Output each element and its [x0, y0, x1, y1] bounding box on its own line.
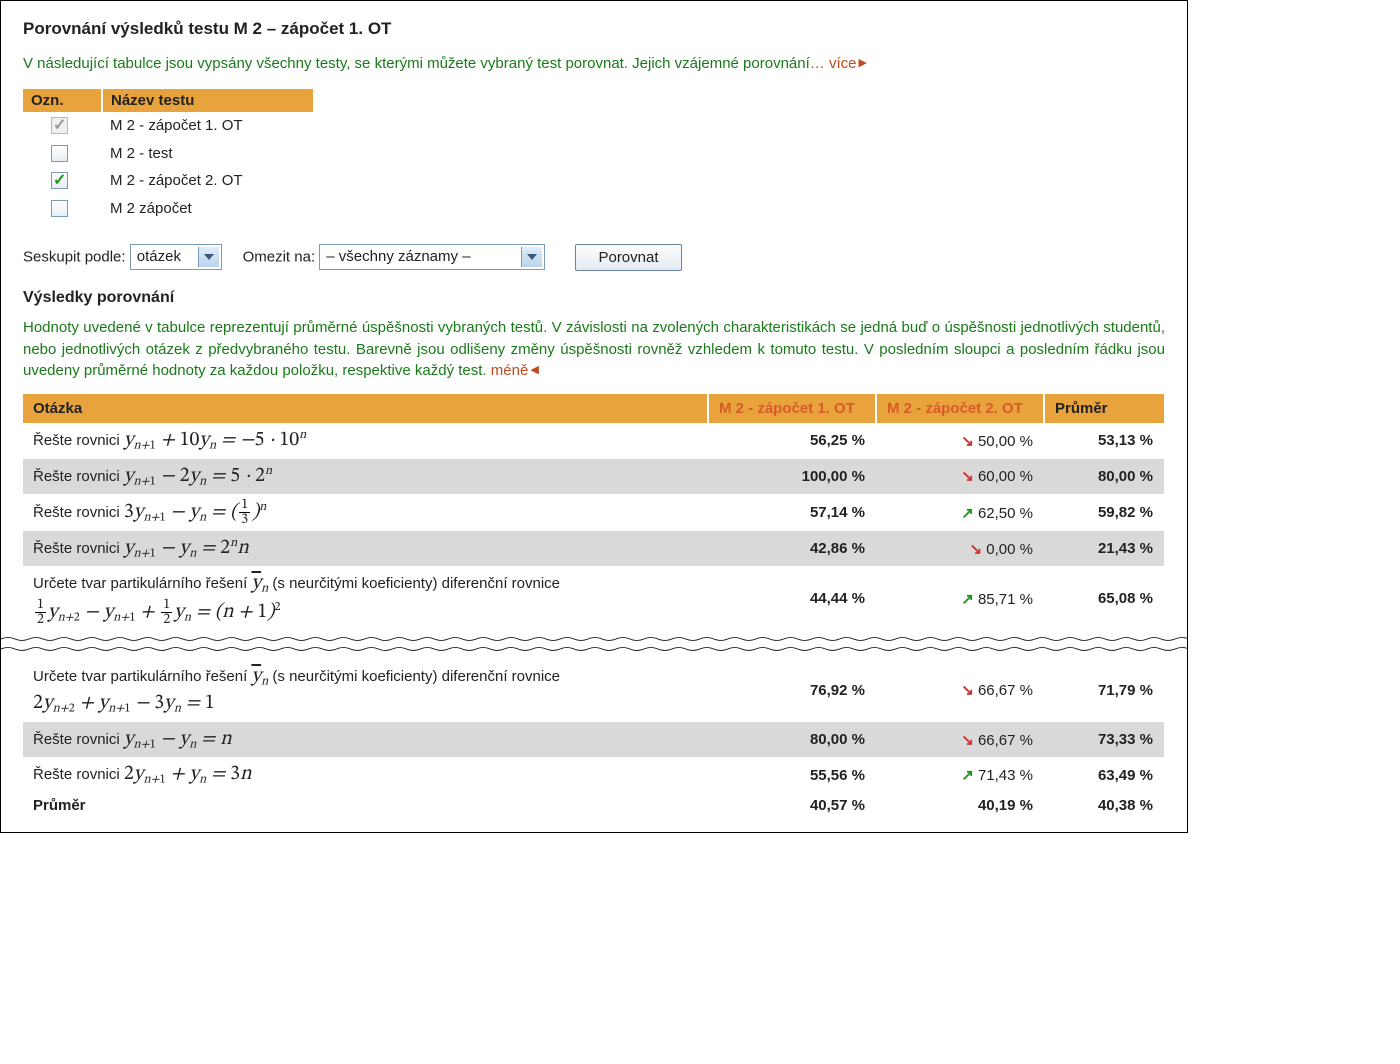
trend-down-icon: ↘ — [961, 732, 974, 749]
result-row: Určete tvar partikulárního řešení yn (s … — [23, 659, 1164, 722]
group-select[interactable]: otázek — [130, 244, 222, 270]
result-row: Řešte rovnici yn+1 − yn = 2nn42,86 %↘ 0,… — [23, 531, 1164, 566]
summary-label: Průměr — [23, 793, 708, 818]
value-test2: ↘ 66,67 % — [876, 659, 1044, 722]
col-test2[interactable]: M 2 - zápočet 2. OT — [876, 394, 1044, 423]
results-table-cont: Určete tvar partikulárního řešení yn (s … — [23, 659, 1165, 818]
trend-up-icon: ↗ — [961, 505, 974, 522]
result-row: Řešte rovnici 3yn+1 − yn = (13)n57,14 %↗… — [23, 494, 1164, 531]
collapse-icon: ◀ — [530, 363, 538, 379]
result-row: Řešte rovnici yn+1 + 10yn = −5 · 10n56,2… — [23, 423, 1164, 458]
question-cell: Řešte rovnici yn+1 − yn = 2nn — [23, 531, 708, 566]
expand-icon: ▶ — [858, 56, 866, 72]
trend-down-icon: ↘ — [970, 541, 983, 558]
result-row: Určete tvar partikulárního řešení yn (s … — [23, 566, 1164, 630]
test-label: M 2 - zápočet 2. OT — [102, 167, 313, 195]
intro-body: V následující tabulce jsou vypsány všech… — [23, 55, 810, 72]
intro-text: V následující tabulce jsou vypsány všech… — [23, 53, 1165, 75]
results-heading: Výsledky porovnání — [23, 289, 1165, 307]
question-cell: Určete tvar partikulárního řešení yn (s … — [23, 659, 708, 722]
value-test2: ↗ 62,50 % — [876, 494, 1044, 531]
result-row: Řešte rovnici yn+1 − 2yn = 5 · 2n100,00 … — [23, 459, 1164, 494]
test-checkbox — [51, 117, 68, 134]
test-row: M 2 - zápočet 2. OT — [23, 167, 313, 195]
test-checkbox[interactable] — [51, 145, 68, 162]
test-row: M 2 - test — [23, 139, 313, 167]
test-checkbox[interactable] — [51, 172, 68, 189]
test-row: M 2 - zápočet 1. OT — [23, 112, 313, 140]
chevron-down-icon — [521, 247, 542, 267]
col-name: Název testu — [102, 89, 313, 112]
value-test2: ↘ 60,00 % — [876, 459, 1044, 494]
value-test1: 42,86 % — [708, 531, 876, 566]
trend-down-icon: ↘ — [961, 433, 974, 450]
more-link[interactable]: … více▶ — [810, 55, 867, 72]
trend-down-icon: ↘ — [961, 682, 974, 699]
test-row: M 2 zápočet — [23, 194, 313, 222]
test-checkbox[interactable] — [51, 200, 68, 217]
value-test1: 80,00 % — [708, 722, 876, 757]
value-test1: 56,25 % — [708, 423, 876, 458]
question-cell: Určete tvar partikulárního řešení yn (s … — [23, 566, 708, 630]
value-avg: 53,13 % — [1044, 423, 1164, 458]
summary-avg: 40,38 % — [1044, 793, 1164, 818]
question-cell: Řešte rovnici 3yn+1 − yn = (13)n — [23, 494, 708, 531]
summary-c2: 40,19 % — [876, 793, 1044, 818]
value-avg: 59,82 % — [1044, 494, 1164, 531]
page-title: Porovnání výsledků testu M 2 – zápočet 1… — [23, 19, 1165, 39]
results-table: Otázka M 2 - zápočet 1. OT M 2 - zápočet… — [23, 394, 1165, 631]
controls-row: Seskupit podle: otázek Omezit na: – všec… — [23, 244, 1165, 271]
value-test2: ↘ 66,67 % — [876, 722, 1044, 757]
chevron-down-icon — [198, 247, 219, 267]
value-test1: 100,00 % — [708, 459, 876, 494]
value-avg: 73,33 % — [1044, 722, 1164, 757]
value-test1: 55,56 % — [708, 757, 876, 792]
limit-label: Omezit na: — [243, 248, 316, 265]
col-ozn: Ozn. — [23, 89, 102, 112]
value-test2: ↘ 0,00 % — [876, 531, 1044, 566]
value-avg: 21,43 % — [1044, 531, 1164, 566]
trend-up-icon: ↗ — [961, 767, 974, 784]
trend-down-icon: ↘ — [961, 468, 974, 485]
question-cell: Řešte rovnici yn+1 − 2yn = 5 · 2n — [23, 459, 708, 494]
value-test1: 76,92 % — [708, 659, 876, 722]
question-cell: Řešte rovnici 2yn+1 + yn = 3n — [23, 757, 708, 792]
value-avg: 71,79 % — [1044, 659, 1164, 722]
result-row: Řešte rovnici yn+1 − yn = n80,00 %↘ 66,6… — [23, 722, 1164, 757]
test-label: M 2 - test — [102, 139, 313, 167]
question-cell: Řešte rovnici yn+1 − yn = n — [23, 722, 708, 757]
trend-up-icon: ↗ — [961, 591, 974, 608]
value-avg: 65,08 % — [1044, 566, 1164, 630]
question-cell: Řešte rovnici yn+1 + 10yn = −5 · 10n — [23, 423, 708, 458]
compare-button[interactable]: Porovnat — [575, 244, 681, 271]
group-label: Seskupit podle: — [23, 248, 126, 265]
summary-c1: 40,57 % — [708, 793, 876, 818]
comparison-panel: Porovnání výsledků testu M 2 – zápočet 1… — [0, 0, 1188, 833]
results-intro-body: Hodnoty uvedené v tabulce reprezentují p… — [23, 319, 1165, 380]
value-avg: 80,00 % — [1044, 459, 1164, 494]
value-test2: ↘ 50,00 % — [876, 423, 1044, 458]
results-intro: Hodnoty uvedené v tabulce reprezentují p… — [23, 317, 1165, 382]
value-avg: 63,49 % — [1044, 757, 1164, 792]
limit-select[interactable]: – všechny záznamy – — [319, 244, 545, 270]
value-test2: ↗ 85,71 % — [876, 566, 1044, 630]
limit-select-value: – všechny záznamy – — [326, 248, 470, 265]
summary-row: Průměr 40,57 % 40,19 % 40,38 % — [23, 793, 1164, 818]
col-avg: Průměr — [1044, 394, 1164, 423]
group-select-value: otázek — [137, 248, 181, 265]
result-row: Řešte rovnici 2yn+1 + yn = 3n55,56 %↗ 71… — [23, 757, 1164, 792]
less-link[interactable]: méně◀ — [491, 362, 539, 379]
value-test2: ↗ 71,43 % — [876, 757, 1044, 792]
test-label: M 2 zápočet — [102, 194, 313, 222]
torn-divider — [1, 633, 1187, 655]
value-test1: 44,44 % — [708, 566, 876, 630]
value-test1: 57,14 % — [708, 494, 876, 531]
test-label: M 2 - zápočet 1. OT — [102, 112, 313, 140]
test-selection-table: Ozn. Název testu M 2 - zápočet 1. OTM 2 … — [23, 89, 313, 222]
col-question: Otázka — [23, 394, 708, 423]
col-test1[interactable]: M 2 - zápočet 1. OT — [708, 394, 876, 423]
